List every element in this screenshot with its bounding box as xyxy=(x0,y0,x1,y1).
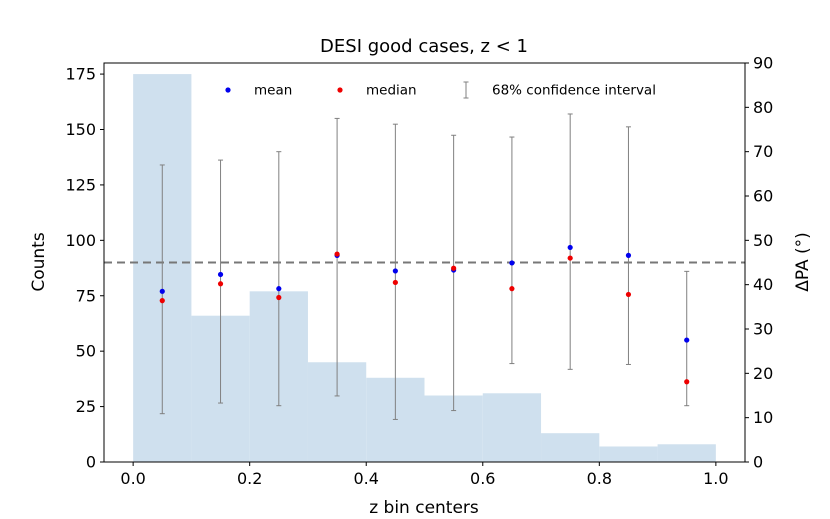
y2-tick-label-1: 10 xyxy=(753,408,773,427)
mean-point-9 xyxy=(684,337,690,343)
mean-point-2 xyxy=(276,286,282,292)
ci-layer xyxy=(159,113,690,420)
median-point-8 xyxy=(625,291,632,298)
x-tick-label-1: 0.2 xyxy=(237,469,262,488)
x-tick-label-2: 0.4 xyxy=(354,469,379,488)
ci-errorbar-2 xyxy=(276,151,282,407)
y2-tick-label-6: 60 xyxy=(753,187,773,206)
y2-tick-label-3: 30 xyxy=(753,320,773,339)
y-tick-label-6: 150 xyxy=(65,120,96,139)
median-point-5 xyxy=(451,265,457,271)
legend: mean median 68% confidence interval xyxy=(225,81,656,99)
median-point-1 xyxy=(217,281,224,287)
mean-point-8 xyxy=(625,252,632,259)
hist-bar-7 xyxy=(541,433,600,462)
median-point-7 xyxy=(567,255,573,261)
mean-point-7 xyxy=(567,244,573,251)
y-tick-label-0: 0 xyxy=(86,453,96,472)
y2-tick-label-4: 40 xyxy=(753,275,773,294)
chart-title: DESI good cases, z < 1 xyxy=(320,36,528,57)
x-axis-title: z bin centers xyxy=(369,498,479,518)
ci-errorbar-6 xyxy=(509,136,515,365)
mean-point-4 xyxy=(392,268,398,274)
ci-errorbar-7 xyxy=(567,113,573,370)
hist-bar-8 xyxy=(599,446,658,462)
mean-point-6 xyxy=(509,260,515,266)
legend-mean-label: mean xyxy=(254,83,292,99)
y2-tick-label-9: 90 xyxy=(753,54,773,73)
point-layer xyxy=(159,244,690,385)
legend-median-label: median xyxy=(366,83,417,99)
ci-errorbar-5 xyxy=(451,134,457,412)
median-point-2 xyxy=(276,294,282,301)
hist-bar-9 xyxy=(657,444,716,462)
mean-point-0 xyxy=(159,288,165,294)
axis-layer: 0.0 0.2 0.4 0.6 0.8 1.0 0 25 50 75 100 125 150 175 0 10… xyxy=(65,54,773,489)
x-tick-label-0: 0.0 xyxy=(120,469,145,488)
median-point-6 xyxy=(509,286,515,292)
mean-point-1 xyxy=(217,271,224,278)
y-tick-label-3: 75 xyxy=(76,286,96,305)
y2-tick-label-0: 0 xyxy=(753,453,763,472)
x-tick-label-4: 0.8 xyxy=(587,469,612,488)
y2-tick-label-7: 70 xyxy=(753,142,773,161)
y-axis-title: Counts xyxy=(29,232,49,291)
y-tick-label-5: 125 xyxy=(65,175,96,194)
y2-tick-label-2: 20 xyxy=(753,364,773,383)
median-point-4 xyxy=(392,279,398,286)
y2-axis-title: ΔPA (°) xyxy=(793,232,813,292)
plot-frame xyxy=(103,62,746,463)
hist-bar-6 xyxy=(482,393,542,462)
y2-tick-label-5: 50 xyxy=(753,231,773,250)
y-tick-label-7: 175 xyxy=(65,65,96,84)
legend-ci-label: 68% confidence interval xyxy=(492,83,656,99)
median-point-0 xyxy=(159,298,165,304)
y-tick-label-2: 50 xyxy=(76,342,96,361)
y2-tick-label-8: 80 xyxy=(753,98,773,117)
median-point-3 xyxy=(334,251,340,257)
y-tick-label-4: 100 xyxy=(65,231,96,250)
x-tick-label-5: 1.0 xyxy=(703,469,728,488)
y-tick-label-1: 25 xyxy=(76,397,96,416)
legend-mean-marker xyxy=(225,87,231,93)
x-tick-label-3: 0.6 xyxy=(470,469,495,488)
ci-errorbar-8 xyxy=(625,126,631,365)
median-point-9 xyxy=(684,379,690,385)
legend-ci-marker xyxy=(463,81,469,99)
legend-median-marker xyxy=(337,87,343,93)
